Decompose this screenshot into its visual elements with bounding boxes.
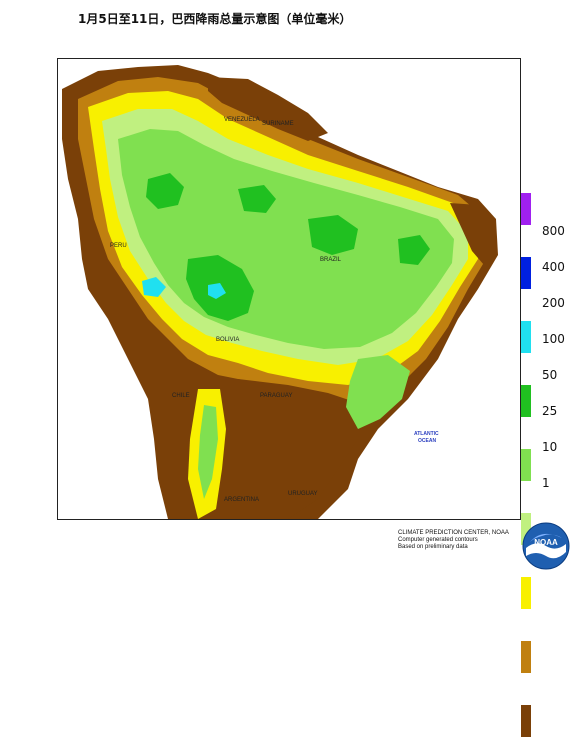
label-peru: PERU xyxy=(110,243,127,249)
legend-label-800: 800 xyxy=(542,224,565,238)
legend-swatch-white-800 xyxy=(521,225,531,257)
legend-label-400: 400 xyxy=(542,260,565,274)
label-argentina: ARGENTINA xyxy=(224,497,259,503)
zone-dark-green-4 xyxy=(398,235,430,265)
map-canvas: VENEZUELA SURINAME BRAZIL PERU BOLIVIA P… xyxy=(62,65,498,519)
legend-swatch-white-400 xyxy=(521,289,531,321)
zone-cyan-1 xyxy=(142,277,166,297)
label-paraguay: PARAGUAY xyxy=(260,393,292,399)
legend-label-50: 50 xyxy=(542,368,558,382)
legend-swatch-white-25 xyxy=(521,545,531,577)
zone-southeast-green xyxy=(346,355,410,429)
label-uruguay: URUGUAY xyxy=(288,491,318,497)
legend-label-100: 100 xyxy=(542,332,565,346)
legend-label-1: 1 xyxy=(542,476,550,490)
zone-northeast-dry xyxy=(450,203,494,265)
credit-line-3: Based on preliminary data xyxy=(398,544,468,550)
legend-swatch-white-50 xyxy=(521,481,531,513)
legend-swatch-white-200 xyxy=(521,353,531,385)
label-chile: CHILE xyxy=(172,393,190,399)
legend-swatch-dark-brown xyxy=(521,705,531,737)
legend-swatch-blue xyxy=(521,257,531,289)
zone-cyan-2 xyxy=(208,283,226,299)
label-brazil: BRAZIL xyxy=(320,257,342,263)
zone-dark-green-2 xyxy=(308,215,358,255)
noaa-logo-icon: NOAA xyxy=(522,522,570,570)
zone-dark-green-3 xyxy=(146,173,184,209)
zone-dark-green-5 xyxy=(238,185,276,213)
legend-swatch-purple xyxy=(521,193,531,225)
legend-swatch-white-1 xyxy=(521,673,531,705)
legend-swatch-cyan xyxy=(521,321,531,353)
page-title: 1月5日至11日，巴西降雨总量示意图（单位毫米） xyxy=(78,12,352,26)
legend-label-200: 200 xyxy=(542,296,565,310)
legend-swatch-white-100 xyxy=(521,417,531,449)
zone-north-dry xyxy=(208,77,328,141)
noaa-logo-text: NOAA xyxy=(534,538,558,547)
label-suriname: SURINAME xyxy=(262,121,294,127)
label-atlantic: ATLANTIC xyxy=(414,431,439,437)
label-ocean: OCEAN xyxy=(418,438,436,444)
legend-swatch-light-brown xyxy=(521,641,531,673)
credit-line-1: CLIMATE PREDICTION CENTER, NOAA xyxy=(398,530,509,536)
zone-south-dry xyxy=(228,379,364,519)
legend-swatch-pale-green xyxy=(521,513,531,545)
credit-line-2: Computer generated contours xyxy=(398,537,478,543)
label-venezuela: VENEZUELA xyxy=(224,117,260,123)
label-bolivia: BOLIVIA xyxy=(216,337,239,343)
color-legend xyxy=(521,193,538,737)
legend-swatch-dark-green xyxy=(521,385,531,417)
rainfall-map: VENEZUELA SURINAME BRAZIL PERU BOLIVIA P… xyxy=(57,58,521,520)
legend-swatch-green xyxy=(521,449,531,481)
legend-swatch-white-10 xyxy=(521,609,531,641)
zone-andes-green xyxy=(198,405,218,499)
legend-swatch-yellow xyxy=(521,577,531,609)
legend-label-10: 10 xyxy=(542,440,558,454)
credit-block: CLIMATE PREDICTION CENTER, NOAA Computer… xyxy=(398,530,509,551)
legend-label-25: 25 xyxy=(542,404,558,418)
